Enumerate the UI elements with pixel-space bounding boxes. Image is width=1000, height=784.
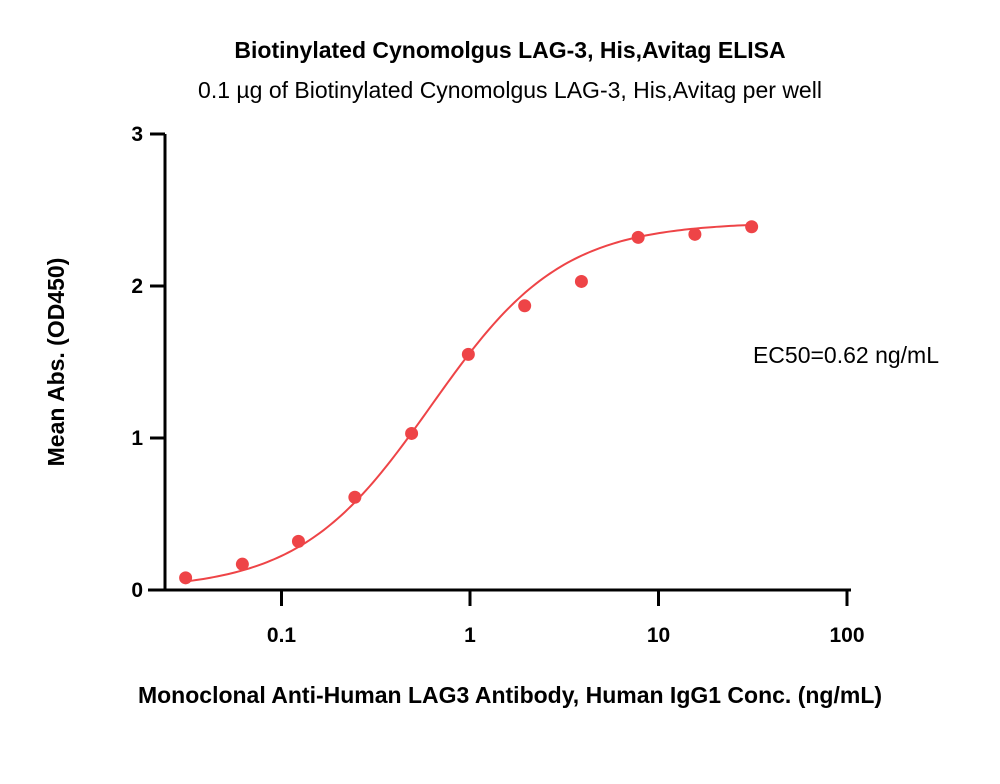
data-point: [631, 230, 645, 244]
x-tick-label: 0.1: [267, 624, 297, 647]
x-axis-label: Monoclonal Anti-Human LAG3 Antibody, Hum…: [138, 682, 882, 708]
data-point: [291, 534, 305, 548]
data-point: [745, 220, 759, 234]
y-tick-label: 1: [131, 427, 143, 450]
data-point: [518, 299, 532, 313]
chart-subtitle: 0.1 µg of Biotinylated Cynomolgus LAG-3,…: [198, 77, 822, 103]
data-points: [179, 220, 759, 585]
x-tick-label: 1: [464, 624, 476, 647]
data-point: [348, 490, 362, 504]
data-point: [235, 557, 249, 571]
data-point: [405, 426, 419, 440]
y-axis-label: Mean Abs. (OD450): [43, 258, 69, 467]
x-tick-label: 100: [829, 624, 864, 647]
y-tick-label: 2: [131, 275, 143, 298]
data-point: [461, 347, 475, 361]
x-tick-label: 10: [647, 624, 670, 647]
fit-curve-group: [185, 223, 752, 583]
ec50-annotation: EC50=0.62 ng/mL: [753, 342, 939, 368]
data-point: [574, 274, 588, 288]
y-tick-label: 3: [131, 123, 143, 146]
chart-title: Biotinylated Cynomolgus LAG-3, His,Avita…: [234, 37, 785, 63]
data-point: [179, 571, 193, 585]
y-tick-label: 0: [131, 579, 143, 602]
fit-curve: [185, 223, 752, 583]
axes: 0 1 2 3 0.1 1 10 100: [131, 123, 864, 647]
data-point: [688, 227, 702, 241]
